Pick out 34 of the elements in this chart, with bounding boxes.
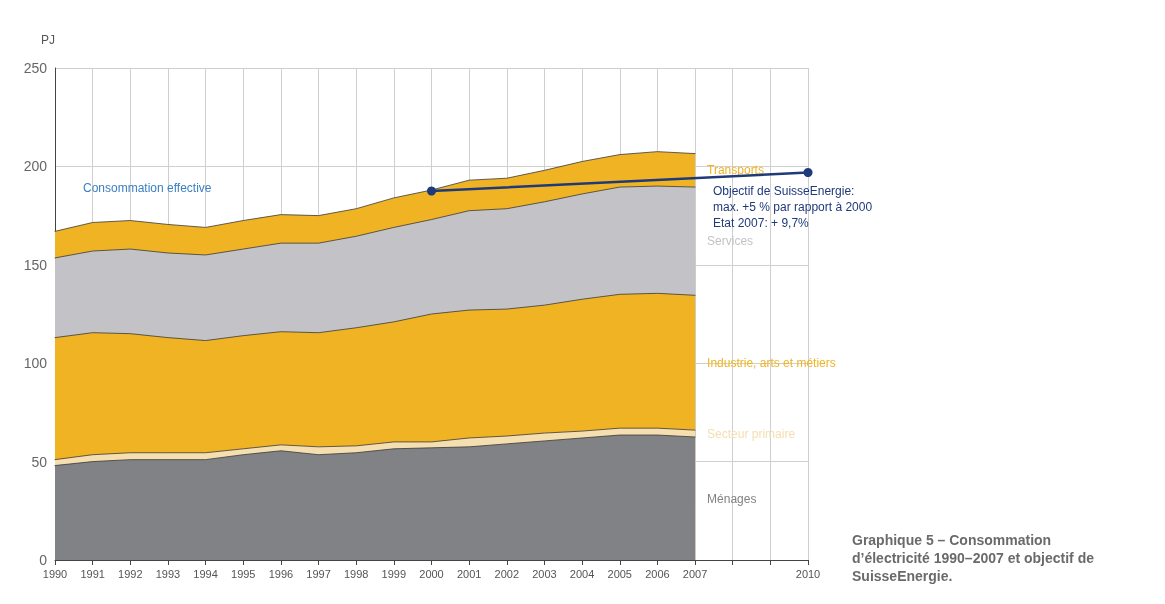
x-tick-label: 2001 — [456, 567, 482, 580]
x-tick-label: 2010 — [795, 567, 821, 580]
x-tick-label: 1994 — [193, 567, 218, 580]
x-tick-label: 2004 — [569, 567, 595, 580]
series-label: Transports — [707, 163, 764, 178]
x-tick-label: 2000 — [419, 567, 444, 580]
y-tick-label: 200 — [23, 158, 48, 175]
x-tick-label: 2007 — [682, 567, 708, 580]
annotation: Objectif de SuisseEnergie: max. +5 % par rapport à 2000 Etat 2007: + 9,7% — [713, 183, 873, 230]
y-tick-label: 0 — [39, 552, 48, 568]
x-tick-label: 1992 — [118, 567, 143, 580]
series-label: Industrie, arts et métiers — [707, 355, 836, 370]
y-tick-label: 50 — [31, 453, 48, 470]
series-label: Secteur primaire — [707, 426, 796, 441]
x-tick-label: 1991 — [80, 567, 105, 580]
x-tick-label: 1997 — [306, 567, 331, 580]
x-tick-label: 1998 — [343, 567, 369, 580]
x-tick-label: 2006 — [645, 567, 670, 580]
y-axis-title: PJ — [40, 33, 55, 47]
x-tick-label: 2003 — [532, 567, 557, 580]
y-tick-label: 250 — [23, 60, 48, 76]
x-tick-label: 1993 — [155, 567, 181, 580]
y-tick-label: 150 — [23, 256, 48, 273]
x-tick-label: 1996 — [268, 567, 294, 580]
text: Graphique 5 – Consommation d’électricité 1990–2007 et objectif de SuisseEnergie. — [852, 532, 1098, 584]
x-tick-label: 2005 — [607, 567, 632, 580]
x-tick-label: 1995 — [231, 567, 256, 580]
x-tick-label: 1990 — [42, 567, 68, 580]
series-label: Services — [707, 234, 754, 249]
x-tick-label: 2002 — [494, 567, 520, 580]
y-tick-label: 100 — [23, 355, 48, 372]
annotation: Consommation effective — [83, 181, 212, 195]
x-tick-label: 1999 — [381, 567, 407, 580]
series-label: Ménages — [707, 491, 757, 506]
